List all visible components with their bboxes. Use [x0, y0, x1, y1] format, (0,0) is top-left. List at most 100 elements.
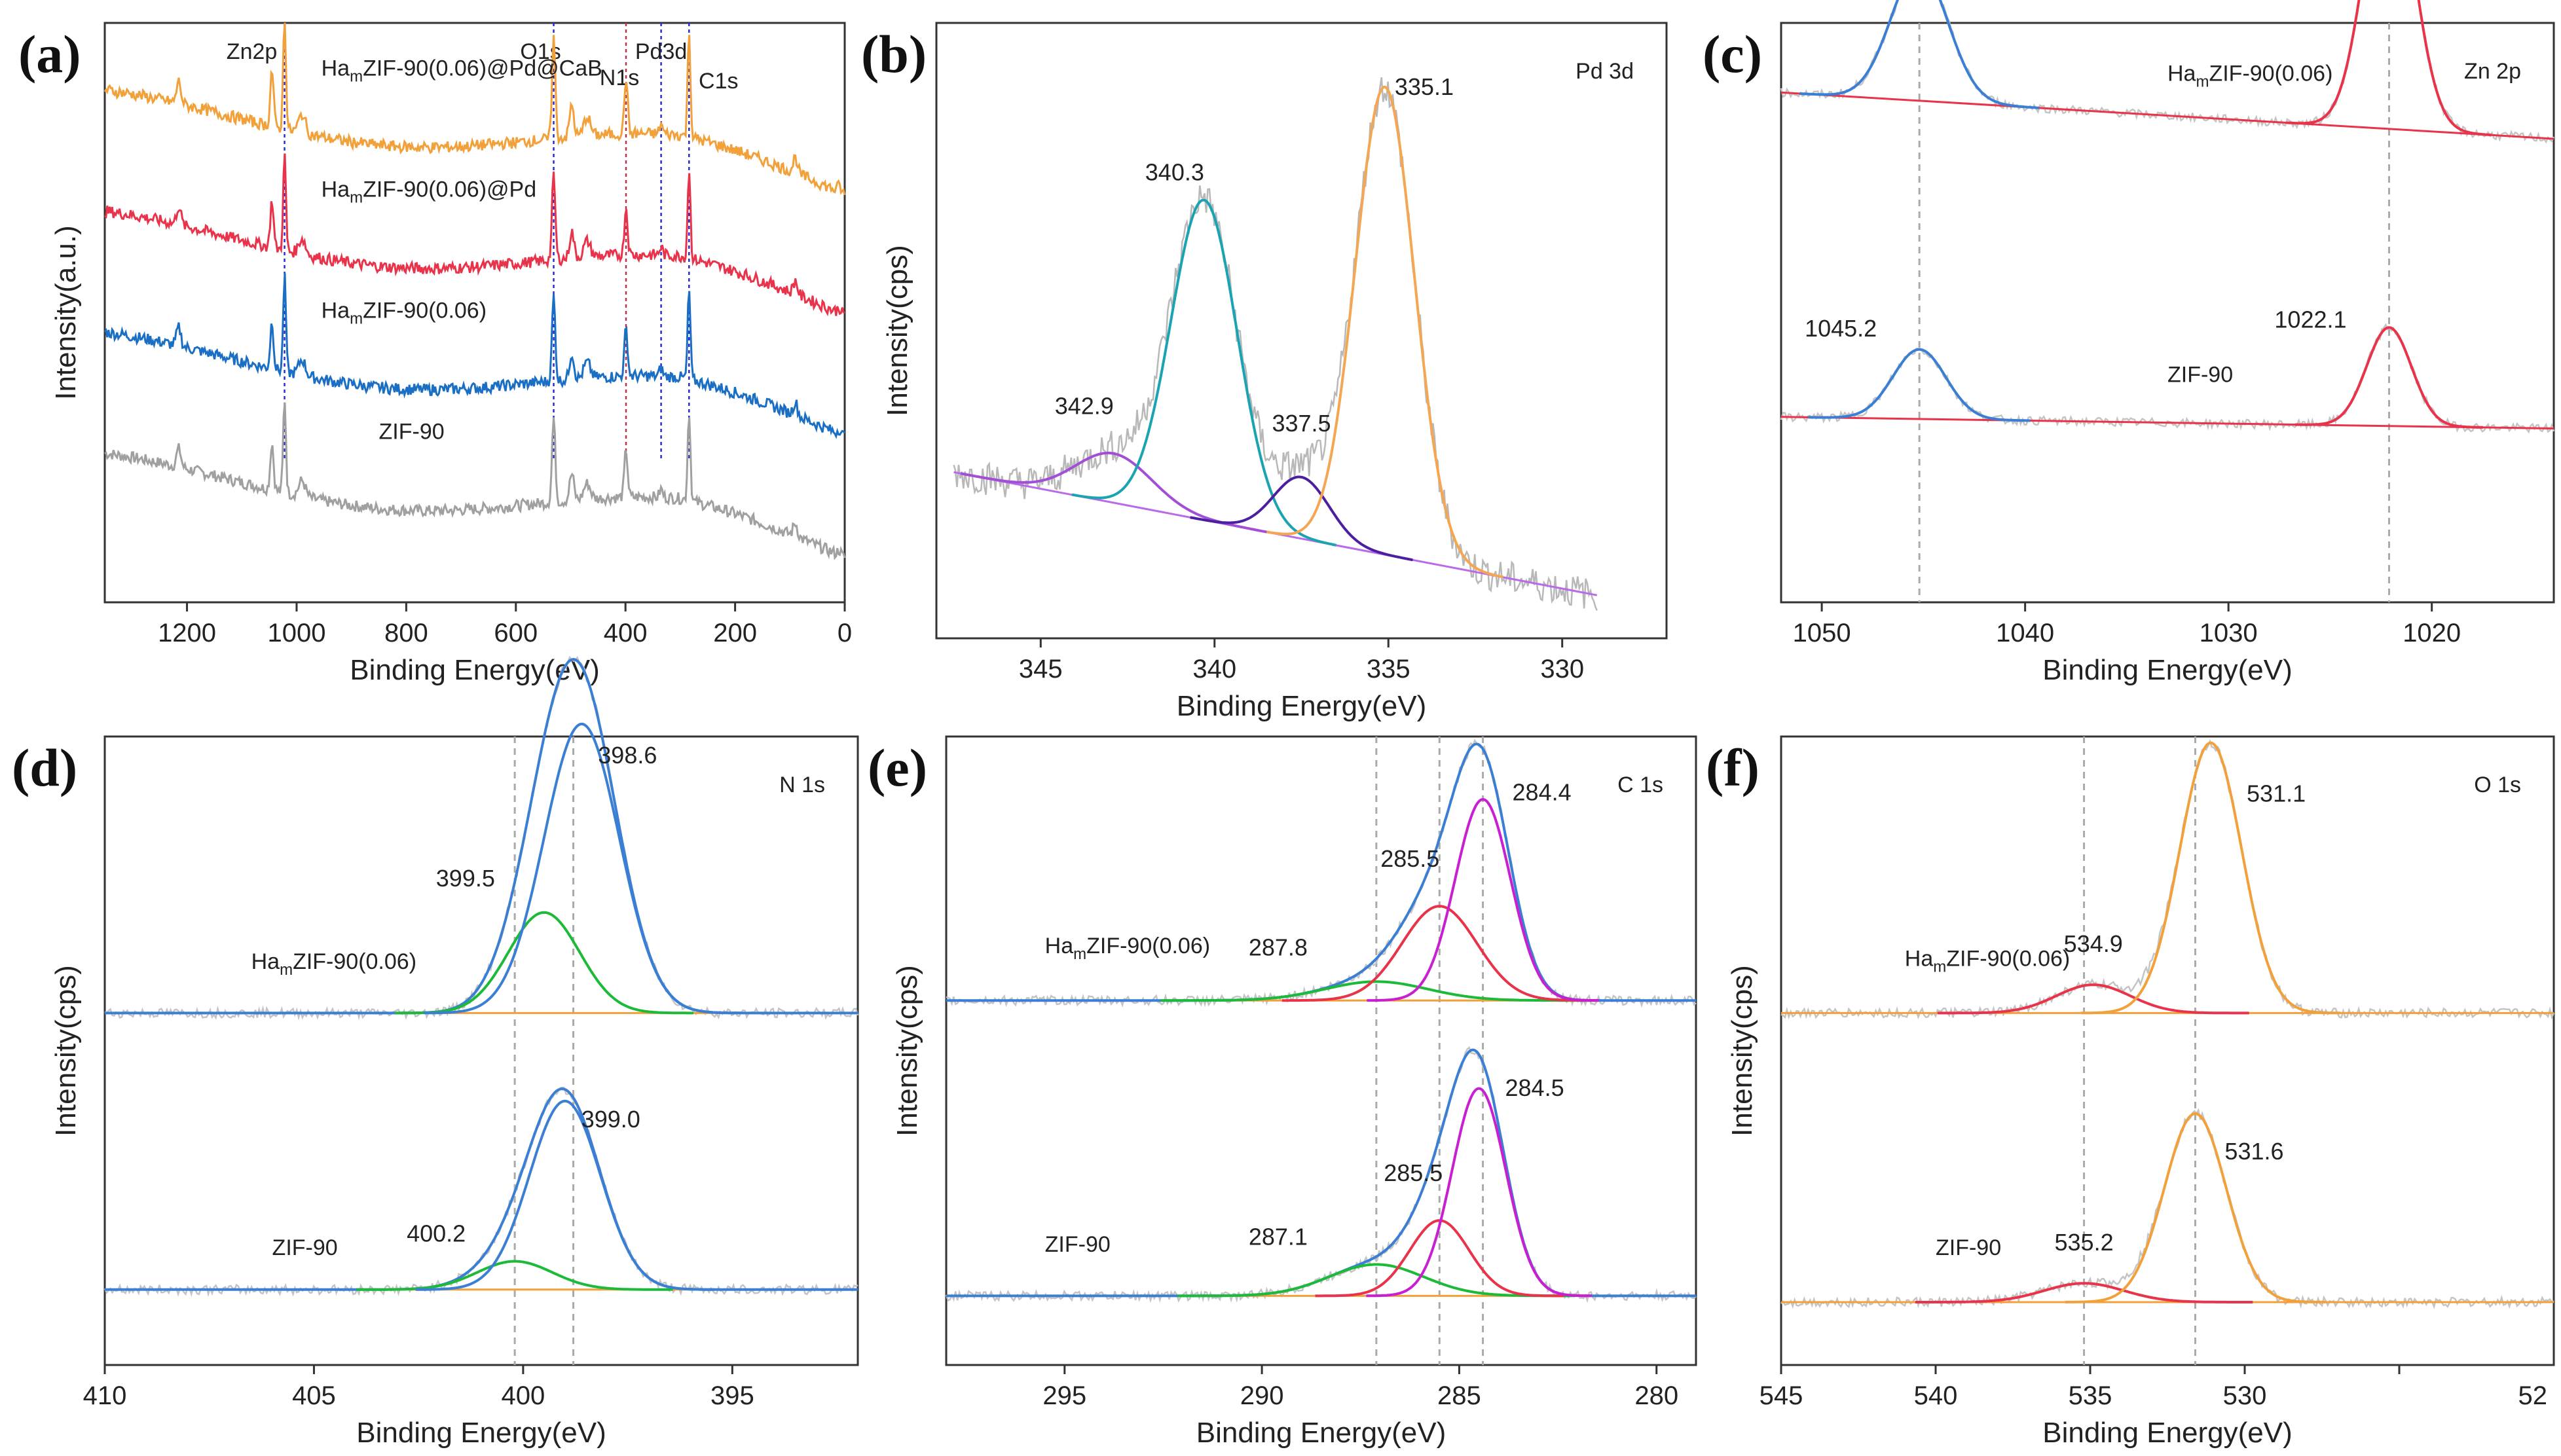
- x-tick-label: 1020: [2403, 619, 2461, 647]
- fit-peak-line: [1177, 1263, 1575, 1298]
- raw-spectrum-line: [1780, 738, 2555, 1020]
- envelope-line: [105, 1087, 858, 1291]
- fit-peak-line: [1366, 1087, 1592, 1298]
- x-tick-label: 395: [710, 1381, 754, 1410]
- x-tick-label: 535: [2069, 1381, 2112, 1410]
- raw-spectrum-line: [1780, 1108, 2554, 1309]
- peak-label: 535.2: [2055, 1229, 2114, 1256]
- x-tick-label: 400: [604, 619, 648, 647]
- peak-label: 284.5: [1505, 1074, 1564, 1101]
- peak-label: 399.0: [581, 1106, 640, 1133]
- fit-peak-line: [1808, 348, 2031, 422]
- sample-label: HamZIF-90(0.06): [1045, 934, 1210, 963]
- y-axis-label: Intensity(cps): [1726, 965, 1758, 1137]
- fit-peak-line: [394, 911, 693, 1015]
- x-tick-label: 400: [502, 1381, 545, 1410]
- fit-peak-line: [1281, 905, 1597, 1002]
- x-axis-label: Binding Energy(eV): [1196, 1417, 1446, 1449]
- survey-spectrum-line: [104, 153, 845, 317]
- plot-frame: [1780, 735, 2555, 1366]
- panel-e: (e) 295 290 285 280 Binding Energy(eV) Intensi…: [868, 735, 1697, 1449]
- survey-spectrum-line: [103, 22, 846, 196]
- fit-peak-line: [1915, 1282, 2253, 1303]
- fit-peak-line: [1266, 85, 1503, 579]
- y-axis-label: Intensity(cps): [881, 245, 913, 416]
- panel-c: (c) 1050 1040 1030 1020 Binding Energy(eV) Zn …: [1703, 0, 2555, 686]
- panel-title: Pd 3d: [1575, 59, 1634, 84]
- panel-title: C 1s: [1617, 773, 1663, 797]
- x-tick-label: 0: [838, 619, 852, 647]
- panel-label: (d): [12, 738, 77, 797]
- peak-label: 342.9: [1055, 393, 1114, 420]
- panel-label: (a): [18, 24, 81, 84]
- peak-label: 531.1: [2247, 780, 2306, 807]
- envelope-line: [946, 1048, 1696, 1298]
- element-label: Pd3d: [635, 39, 687, 64]
- fit-peak-line: [356, 1260, 673, 1291]
- envelope-line: [105, 658, 858, 1015]
- sample-label: HamZIF-90(0.06)@Pd: [322, 177, 537, 207]
- peak-label: 340.3: [1145, 159, 1204, 186]
- sample-label: HamZIF-90(0.06): [2167, 62, 2332, 91]
- x-tick-label: 545: [1760, 1381, 1803, 1410]
- sample-label: HamZIF-90(0.06): [251, 949, 416, 979]
- x-axis-label: Binding Energy(eV): [2042, 1417, 2293, 1449]
- element-label: Zn2p: [227, 39, 278, 64]
- x-tick-label: 1030: [2200, 619, 2258, 647]
- raw-spectrum-line: [946, 738, 1697, 1008]
- sample-label: ZIF-90: [2167, 363, 2233, 388]
- peak-label: 1045.2: [1805, 315, 1877, 342]
- fit-peak-line: [2065, 1112, 2325, 1303]
- plot-frame: [103, 735, 859, 1366]
- panel-f: (f) 545 540 535 530 52 Binding Energy(eV) Inten…: [1706, 735, 2555, 1449]
- peak-label: 531.6: [2224, 1138, 2283, 1165]
- x-tick-label: 290: [1240, 1381, 1284, 1410]
- fit-peak-line: [1160, 980, 1592, 1002]
- fit-peak-line: [423, 722, 740, 1015]
- peak-label: 1022.1: [2274, 306, 2346, 333]
- element-label: C1s: [699, 69, 738, 94]
- x-tick-label: 540: [1914, 1381, 1958, 1410]
- survey-spectrum-line: [103, 272, 846, 439]
- sample-label: HamZIF-90(0.06): [322, 299, 487, 328]
- peak-label: 285.5: [1384, 1159, 1443, 1186]
- x-tick-label: 295: [1042, 1381, 1086, 1410]
- peak-label: 399.5: [436, 865, 495, 892]
- element-label: N1s: [600, 65, 639, 90]
- x-tick-label: 52: [2518, 1381, 2548, 1410]
- x-tick-label: 1000: [267, 619, 325, 647]
- x-axis-label: Binding Energy(eV): [356, 1417, 606, 1449]
- x-tick-label: 335: [1367, 655, 1410, 683]
- envelope-line: [946, 742, 1696, 1002]
- sample-label: ZIF-90: [1045, 1232, 1111, 1257]
- x-axis-label: Binding Energy(eV): [2042, 654, 2293, 686]
- x-tick-label: 345: [1019, 655, 1063, 683]
- peak-label: 400.2: [407, 1220, 466, 1247]
- x-tick-label: 280: [1634, 1381, 1678, 1410]
- fit-peak-line: [2295, 326, 2484, 429]
- survey-spectrum-line: [104, 402, 846, 560]
- panel-label: (e): [868, 738, 927, 797]
- x-tick-label: 410: [83, 1381, 127, 1410]
- panel-label: (b): [861, 24, 927, 84]
- x-tick-label: 800: [384, 619, 428, 647]
- panel-b: (b) 345 340 335 330 Binding Energy(eV) Intensi…: [861, 22, 1668, 722]
- fit-peak-line: [1071, 198, 1336, 547]
- sample-label: HamZIF-90(0.06): [1905, 946, 2070, 975]
- x-tick-label: 1040: [1996, 619, 2054, 647]
- fit-peak-line: [415, 1099, 714, 1291]
- sample-label: ZIF-90: [272, 1235, 338, 1260]
- x-tick-label: 200: [713, 619, 757, 647]
- peak-label: 534.9: [2064, 930, 2123, 957]
- peak-label: 287.8: [1249, 934, 1308, 960]
- y-axis-label: Intensity(a.u.): [50, 225, 82, 400]
- peak-label: 337.5: [1272, 410, 1331, 437]
- raw-spectrum-line: [104, 655, 859, 1021]
- peak-label: 335.1: [1395, 73, 1454, 100]
- x-tick-label: 330: [1540, 655, 1584, 683]
- plot-frame: [1780, 22, 2555, 604]
- sample-label: ZIF-90: [379, 420, 445, 445]
- y-axis-label: Intensity(cps): [891, 965, 923, 1137]
- background-line: [1780, 416, 2554, 429]
